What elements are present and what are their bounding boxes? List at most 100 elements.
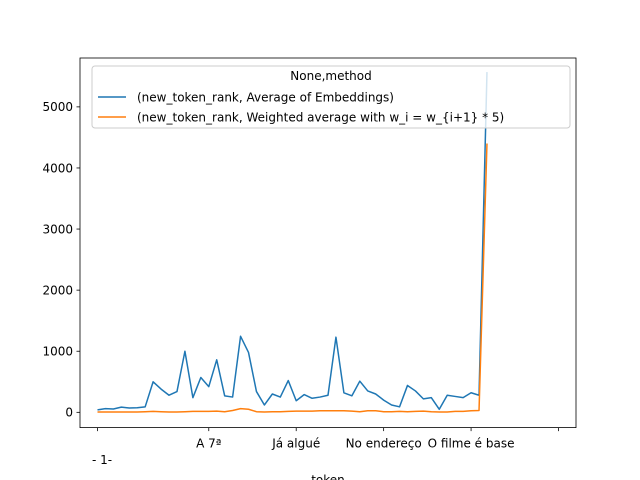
data-point: [104, 407, 107, 410]
data-point: [128, 411, 131, 414]
data-point: [406, 384, 409, 387]
y-tick-label: 0: [65, 406, 73, 420]
data-point: [279, 410, 282, 413]
data-point: [478, 409, 481, 412]
data-point: [168, 394, 171, 397]
data-point: [191, 410, 194, 413]
data-point: [175, 390, 178, 393]
data-point: [231, 396, 234, 399]
data-point: [454, 395, 457, 398]
ticks: 0 1000 2000 3000 4000 5000 A 7ª Já algué No ende…: [42, 100, 559, 451]
data-point: [255, 410, 258, 413]
data-point: [215, 410, 218, 413]
data-point: [446, 394, 449, 397]
data-point: [223, 410, 226, 413]
y-tick-label: 1000: [42, 345, 73, 359]
data-point: [446, 411, 449, 414]
data-point: [398, 410, 401, 413]
data-point: [287, 410, 290, 413]
data-point: [414, 389, 417, 392]
data-point: [247, 351, 250, 354]
data-point: [295, 399, 298, 402]
data-point: [223, 394, 226, 397]
data-point: [470, 409, 473, 412]
data-point: [454, 410, 457, 413]
data-point: [382, 410, 385, 413]
data-point: [295, 410, 298, 413]
data-point: [406, 410, 409, 413]
data-point: [462, 410, 465, 413]
y-tick-label: 5000: [42, 100, 73, 114]
data-point: [319, 396, 322, 399]
data-point: [239, 407, 242, 410]
data-point: [327, 409, 330, 412]
data-point: [311, 397, 314, 400]
legend-frame: [91, 65, 571, 129]
data-point: [422, 397, 425, 400]
data-point: [120, 406, 123, 409]
data-point: [414, 410, 417, 413]
legend-title: None,method: [290, 69, 371, 83]
data-point: [462, 396, 465, 399]
data-point: [239, 335, 242, 338]
data-point: [207, 410, 210, 413]
data-point: [279, 396, 282, 399]
data-point: [438, 408, 441, 411]
data-point: [430, 396, 433, 399]
data-point: [96, 411, 99, 414]
data-point: [255, 390, 258, 393]
data-point: [350, 410, 353, 413]
data-point: [319, 409, 322, 412]
data-point: [112, 407, 115, 410]
data-point: [390, 403, 393, 406]
data-point: [183, 350, 186, 353]
data-point: [136, 406, 139, 409]
data-point: [438, 411, 441, 414]
data-point: [311, 410, 314, 413]
data-point: [215, 358, 218, 361]
data-point: [183, 410, 186, 413]
data-point: [263, 411, 266, 414]
data-point: [152, 410, 155, 413]
x-axis-label: token: [311, 473, 345, 480]
data-point: [112, 411, 115, 414]
data-point: [374, 409, 377, 412]
data-point: [422, 410, 425, 413]
data-point: [207, 385, 210, 388]
data-point: [128, 407, 131, 410]
data-point: [382, 399, 385, 402]
data-point: [231, 409, 234, 412]
series-line-1: [97, 72, 488, 411]
data-point: [398, 405, 401, 408]
data-point: [358, 380, 361, 383]
data-point: [247, 408, 250, 411]
data-point: [334, 336, 337, 339]
x-tick-label: A 7ª: [196, 437, 221, 451]
data-point: [168, 411, 171, 414]
axes-frame: [79, 57, 577, 429]
data-point: [160, 410, 163, 413]
data-point: [334, 409, 337, 412]
data-point: [144, 410, 147, 413]
data-point: [144, 405, 147, 408]
x-offset-label: - 1-: [92, 453, 112, 467]
y-tick-label: 3000: [42, 222, 73, 236]
data-point: [199, 410, 202, 413]
data-point: [120, 411, 123, 414]
data-point: [485, 142, 488, 145]
y-tick-label: 2000: [42, 283, 73, 297]
data-point: [366, 409, 369, 412]
data-point: [152, 380, 155, 383]
data-point: [199, 376, 202, 379]
plot-area: [96, 72, 488, 414]
legend-label-series-1: (new_token_rank, Average of Embeddings): [137, 91, 394, 105]
x-tick-label: O filme é base: [428, 437, 515, 451]
data-point: [303, 410, 306, 413]
data-point: [327, 394, 330, 397]
data-point: [390, 410, 393, 413]
x-tick-label: No endereço: [346, 437, 422, 451]
legend-label-series-2: (new_token_rank, Weighted average with w…: [137, 111, 504, 125]
data-point: [350, 394, 353, 397]
data-point: [271, 410, 274, 413]
